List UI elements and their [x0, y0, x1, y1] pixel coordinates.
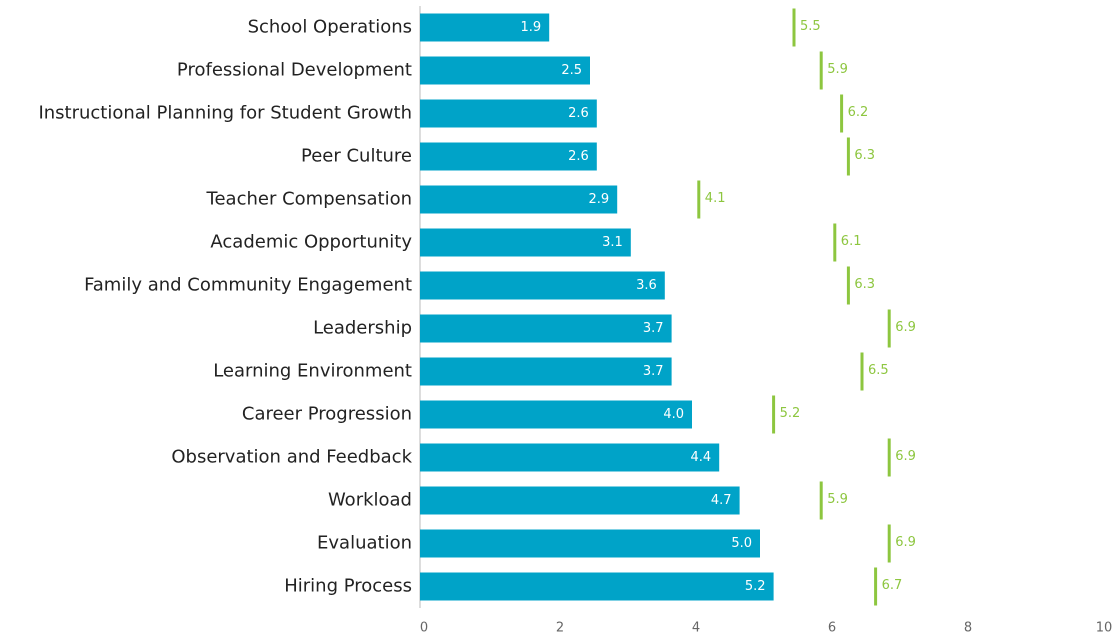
bar [420, 142, 597, 171]
data-label: 4.7 [711, 493, 732, 508]
data-label: 5.9 [827, 492, 848, 507]
bar [420, 13, 550, 42]
bar [420, 314, 672, 343]
data-label: 6.9 [895, 535, 916, 550]
bar [420, 572, 774, 601]
category-label: Observation and Feedback [171, 447, 412, 468]
category-label: Peer Culture [301, 146, 412, 167]
category-label: School Operations [248, 17, 412, 38]
x-tick-label: 10 [1096, 621, 1113, 636]
x-tick-label: 6 [828, 621, 836, 636]
data-label: 2.6 [568, 106, 589, 121]
data-label: 2.9 [589, 192, 610, 207]
data-label: 3.7 [643, 364, 664, 379]
data-label: 6.3 [854, 148, 875, 163]
category-label: Academic Opportunity [210, 232, 412, 253]
data-label: 4.0 [663, 407, 684, 422]
bar [420, 357, 672, 386]
bar [420, 185, 618, 214]
data-label: 6.9 [895, 449, 916, 464]
data-label: 3.6 [636, 278, 657, 293]
data-label: 1.9 [521, 20, 542, 35]
bar [420, 486, 740, 515]
category-label: Career Progression [242, 404, 412, 425]
bar [420, 400, 692, 429]
category-label: Evaluation [317, 533, 412, 554]
bar [420, 529, 760, 558]
data-label: 3.1 [602, 235, 623, 250]
data-label: 6.1 [841, 234, 862, 249]
bar [420, 99, 597, 128]
data-label: 4.4 [691, 450, 712, 465]
data-label: 5.2 [780, 406, 801, 421]
data-label: 4.1 [705, 191, 726, 206]
data-label: 5.2 [745, 579, 766, 594]
data-label: 2.5 [561, 63, 582, 78]
category-label: Workload [328, 490, 412, 511]
data-label: 6.5 [868, 363, 889, 378]
bar [420, 228, 631, 257]
bar [420, 271, 665, 300]
x-tick-label: 8 [964, 621, 972, 636]
data-label: 6.9 [895, 320, 916, 335]
category-label: Professional Development [177, 60, 412, 81]
category-label: Teacher Compensation [206, 189, 412, 210]
data-label: 2.6 [568, 149, 589, 164]
category-label: Hiring Process [284, 576, 412, 597]
data-label: 6.7 [882, 578, 903, 593]
data-label: 5.9 [827, 62, 848, 77]
bar [420, 56, 590, 85]
category-label: Instructional Planning for Student Growt… [38, 103, 412, 124]
category-label: Family and Community Engagement [84, 275, 412, 296]
data-label: 6.2 [848, 105, 869, 120]
category-label: Learning Environment [213, 361, 412, 382]
data-label: 6.3 [854, 277, 875, 292]
x-tick-label: 0 [420, 621, 428, 636]
data-label: 3.7 [643, 321, 664, 336]
bar [420, 443, 720, 472]
data-label: 5.0 [731, 536, 752, 551]
category-label: Leadership [313, 318, 412, 339]
data-label: 5.5 [800, 19, 821, 34]
x-tick-label: 2 [556, 621, 564, 636]
x-tick-label: 4 [692, 621, 700, 636]
